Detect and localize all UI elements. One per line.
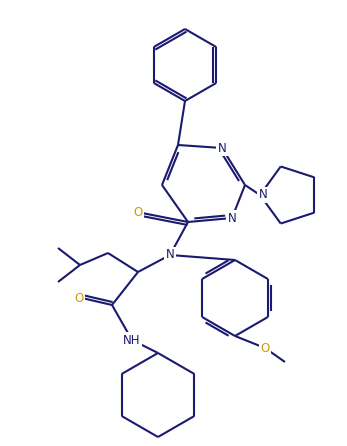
Text: O: O bbox=[133, 206, 143, 219]
Text: N: N bbox=[259, 189, 268, 202]
Text: N: N bbox=[218, 141, 226, 154]
Text: N: N bbox=[166, 248, 175, 261]
Text: O: O bbox=[260, 342, 270, 355]
Text: N: N bbox=[228, 211, 236, 224]
Text: NH: NH bbox=[123, 334, 141, 347]
Text: O: O bbox=[74, 292, 84, 305]
